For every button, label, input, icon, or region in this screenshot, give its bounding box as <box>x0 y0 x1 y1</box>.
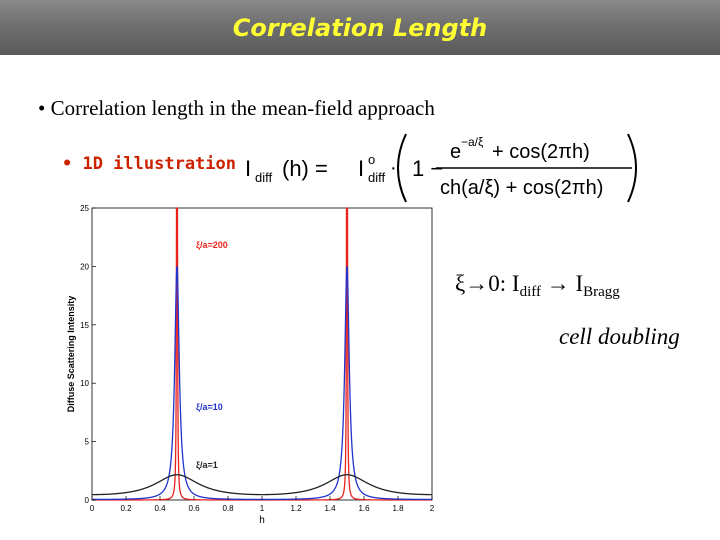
series-label-2: ξ/a=1 <box>196 460 218 470</box>
formula-rhs-sup: o <box>368 152 375 167</box>
limit-arrow-bragg: → I <box>540 271 584 296</box>
formula-lhs-I: I <box>245 156 251 181</box>
formula-dot: · <box>390 157 397 179</box>
y-tick-label: 25 <box>80 204 89 213</box>
formula-numerator-e: e <box>450 141 461 163</box>
y-tick-label: 0 <box>85 496 90 505</box>
y-tick-label: 20 <box>80 262 89 271</box>
x-tick-label: 0 <box>90 504 95 513</box>
x-tick-label: 0.6 <box>188 504 200 513</box>
x-tick-label: 0.4 <box>154 504 166 513</box>
formula-numerator-exp: −a/ξ <box>461 135 484 149</box>
diffuse-scattering-chart: 0 0.2 0.4 0.6 0.8 1 1.2 1.4 1.6 1.8 2 0 5 10 15 20 25 ξ… <box>66 204 435 526</box>
y-tick-label: 15 <box>80 321 89 330</box>
formula-rhs-sub: diff <box>368 170 385 185</box>
y-axis-label: Diffuse Scattering Intensity <box>66 296 76 413</box>
title-bar: Correlation Length <box>0 0 720 55</box>
x-ticks: 0 0.2 0.4 0.6 0.8 1 1.2 1.4 1.6 1.8 2 <box>90 496 435 513</box>
x-tick-label: 1.2 <box>290 504 302 513</box>
series-label-1: ξ/a=10 <box>196 402 223 412</box>
xi-symbol: ξ <box>455 271 466 296</box>
formula-lhs-sub: diff <box>255 170 272 185</box>
y-tick-label: 10 <box>80 379 89 388</box>
series-line-2 <box>92 474 432 496</box>
cell-doubling-note: cell doubling <box>559 324 680 349</box>
x-tick-label: 1 <box>260 504 265 513</box>
plot-frame <box>91 207 433 501</box>
formula-rhs-I: I <box>358 156 364 181</box>
y-tick-label: 5 <box>85 438 90 447</box>
formula-left-paren <box>397 133 407 203</box>
formula-denominator: ch(a/ξ) + cos(2πh) <box>440 177 603 199</box>
formula-lhs-arg: (h) = <box>282 156 328 181</box>
limit-sub-bragg: Bragg <box>583 284 620 300</box>
x-tick-label: 2 <box>430 504 435 513</box>
bullet-1d-illustration: • 1D illustration <box>62 154 236 174</box>
y-ticks: 0 5 10 15 20 25 <box>80 204 96 505</box>
x-tick-label: 1.8 <box>392 504 404 513</box>
slide-title: Correlation Length <box>232 14 488 42</box>
x-tick-label: 1.6 <box>358 504 370 513</box>
limit-arrow-diff: →0: I <box>465 271 520 296</box>
intensity-formula: I diff (h) = I o diff · 1 − e −a/ξ + cos… <box>245 133 637 203</box>
x-tick-label: 1.4 <box>324 504 336 513</box>
limit-sub-diff: diff <box>519 284 541 300</box>
limit-statement: ξ→0: Idiff → IBragg <box>455 271 620 301</box>
x-tick-label: 0.8 <box>222 504 234 513</box>
formula-right-paren <box>627 133 637 203</box>
formula-numerator-tail: + cos(2πh) <box>492 141 590 163</box>
x-axis-label: h <box>259 515 265 526</box>
series-label-0: ξ/a=200 <box>196 240 228 250</box>
series-labels: ξ/a=200 ξ/a=10 ξ/a=1 <box>196 240 228 470</box>
x-tick-label: 0.2 <box>120 504 132 513</box>
bullet-correlation-length: • Correlation length in the mean-field a… <box>38 96 435 120</box>
